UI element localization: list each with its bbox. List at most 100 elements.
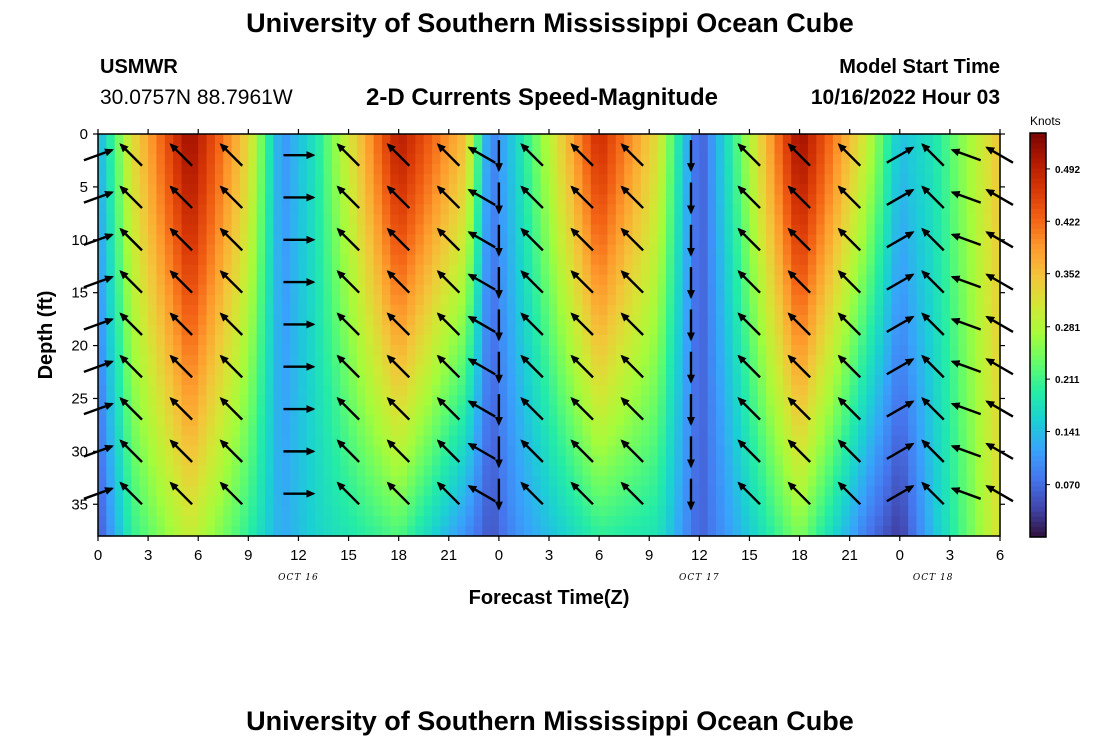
heat-cell xyxy=(782,214,792,226)
heat-cell xyxy=(841,304,851,316)
heat-cell xyxy=(507,425,517,437)
heat-cell xyxy=(515,515,525,527)
heat-cell xyxy=(983,335,993,346)
heat-cell xyxy=(507,324,517,336)
heat-cell xyxy=(340,385,350,396)
heat-cell xyxy=(532,274,542,286)
heat-cell xyxy=(841,204,851,215)
heat-cell xyxy=(131,224,141,236)
heat-cell xyxy=(331,405,341,416)
heat-cell xyxy=(582,254,592,266)
heat-cell xyxy=(732,345,742,356)
colorbar-segment xyxy=(1030,456,1046,462)
heat-cell xyxy=(465,324,475,336)
heat-cell xyxy=(766,505,776,517)
heat-cell xyxy=(448,244,458,256)
heat-cell xyxy=(807,314,817,326)
heat-cell xyxy=(782,194,792,205)
heat-cell xyxy=(173,294,183,306)
heat-cell xyxy=(532,345,542,356)
heat-cell xyxy=(599,184,609,195)
heat-cell xyxy=(949,294,959,306)
heat-cell xyxy=(849,274,859,286)
heat-cell xyxy=(958,144,968,155)
heat-cell xyxy=(682,154,692,165)
heat-cell xyxy=(607,335,617,346)
heat-cell xyxy=(340,495,350,507)
heat-cell xyxy=(281,154,291,165)
heat-cell xyxy=(540,515,550,527)
heat-cell xyxy=(381,204,391,215)
heat-cell xyxy=(206,264,216,276)
heat-cell xyxy=(239,314,249,326)
heat-cell xyxy=(432,214,442,226)
heat-cell xyxy=(214,144,224,155)
heat-cell xyxy=(231,194,241,205)
heat-cell xyxy=(899,465,909,477)
heat-cell xyxy=(958,415,968,427)
heat-cell xyxy=(908,244,918,256)
heat-cell xyxy=(724,254,734,266)
heat-cell xyxy=(398,515,408,527)
heat-cell xyxy=(532,204,542,215)
heat-cell xyxy=(348,254,358,266)
heat-cell xyxy=(540,234,550,246)
heat-cell xyxy=(916,365,926,376)
heat-cell xyxy=(189,405,199,416)
heat-cell xyxy=(966,335,976,346)
heat-cell xyxy=(457,304,467,316)
heat-cell xyxy=(816,324,826,336)
heat-cell xyxy=(98,174,107,185)
heat-cell xyxy=(624,254,634,266)
heat-cell xyxy=(732,144,742,155)
heat-cell xyxy=(114,224,124,236)
heat-cell xyxy=(741,164,751,175)
heat-cell xyxy=(674,304,684,316)
heat-cell xyxy=(807,335,817,346)
heat-cell xyxy=(448,425,458,437)
heat-cell xyxy=(315,485,325,497)
heat-cell xyxy=(624,204,634,215)
heat-cell xyxy=(540,324,550,336)
heat-cell xyxy=(615,154,625,165)
heat-cell xyxy=(707,345,717,356)
heat-cell xyxy=(256,515,266,527)
current-vector-arrow xyxy=(921,397,945,421)
heat-cell xyxy=(139,244,149,256)
heat-cell xyxy=(306,435,316,447)
heat-cell xyxy=(899,435,909,447)
heat-cell xyxy=(515,365,525,376)
heat-cell xyxy=(682,324,692,336)
heat-cell xyxy=(390,365,400,376)
heat-cell xyxy=(340,365,350,376)
heat-cell xyxy=(949,335,959,346)
heat-cell xyxy=(131,425,141,437)
heat-cell xyxy=(490,505,500,517)
heat-cell xyxy=(582,294,592,306)
heat-cell xyxy=(98,415,107,427)
heat-cell xyxy=(114,204,124,215)
heat-cell xyxy=(189,304,199,316)
heat-cell xyxy=(106,405,116,416)
heat-cell xyxy=(908,345,918,356)
heat-cell xyxy=(407,495,416,507)
heat-cell xyxy=(356,294,366,306)
heat-cell xyxy=(665,405,675,416)
heat-cell xyxy=(807,445,817,457)
current-vector-arrow xyxy=(737,481,761,506)
heat-cell xyxy=(164,515,174,527)
heat-cell xyxy=(858,525,867,537)
heat-cell xyxy=(498,254,508,266)
current-vector-arrow xyxy=(169,354,193,379)
heat-cell xyxy=(156,284,166,296)
heat-cell xyxy=(348,335,358,346)
heat-cell xyxy=(407,324,416,336)
heat-cell xyxy=(331,395,341,406)
heat-cell xyxy=(214,355,224,366)
heat-cell xyxy=(415,324,425,336)
heat-cell xyxy=(899,385,909,396)
heat-cell xyxy=(315,194,325,205)
heat-cell xyxy=(231,435,241,447)
heat-cell xyxy=(632,294,642,306)
heat-cell xyxy=(448,475,458,487)
